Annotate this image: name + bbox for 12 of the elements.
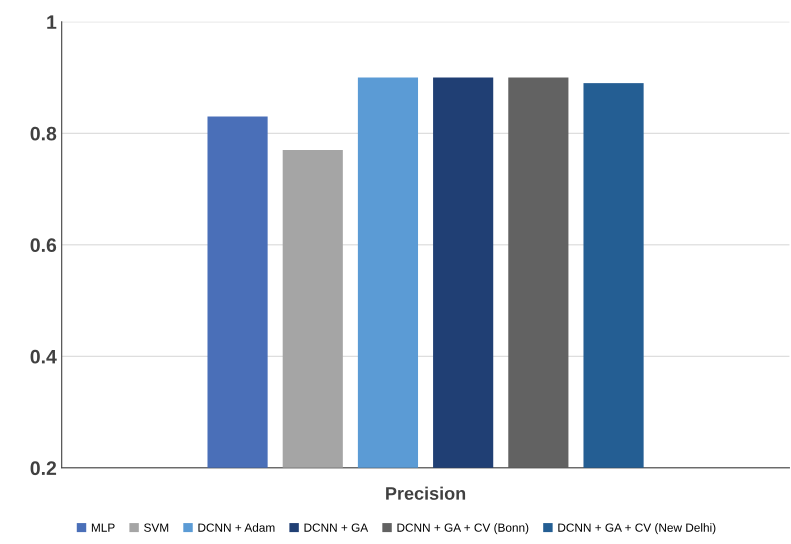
x-axis-title: Precision	[386, 486, 466, 500]
y-tick-label: 1	[47, 15, 56, 29]
y-tick-label: 0.8	[30, 126, 56, 141]
y-tick-label: 0.2	[30, 461, 56, 476]
legend-label: DCNN + GA	[304, 523, 368, 532]
y-tick-label: 0.6	[30, 238, 56, 252]
legend-label: DCNN + GA + CV (Bonn)	[397, 523, 528, 534]
y-tick-label: 0.4	[30, 350, 57, 364]
legend-label: SVM	[144, 523, 168, 532]
legend-label: MLP	[92, 524, 115, 532]
legend-label: DCNN + Adam	[198, 523, 274, 532]
legend-label: DCNN + GA + CV (New Delhi)	[558, 523, 716, 534]
